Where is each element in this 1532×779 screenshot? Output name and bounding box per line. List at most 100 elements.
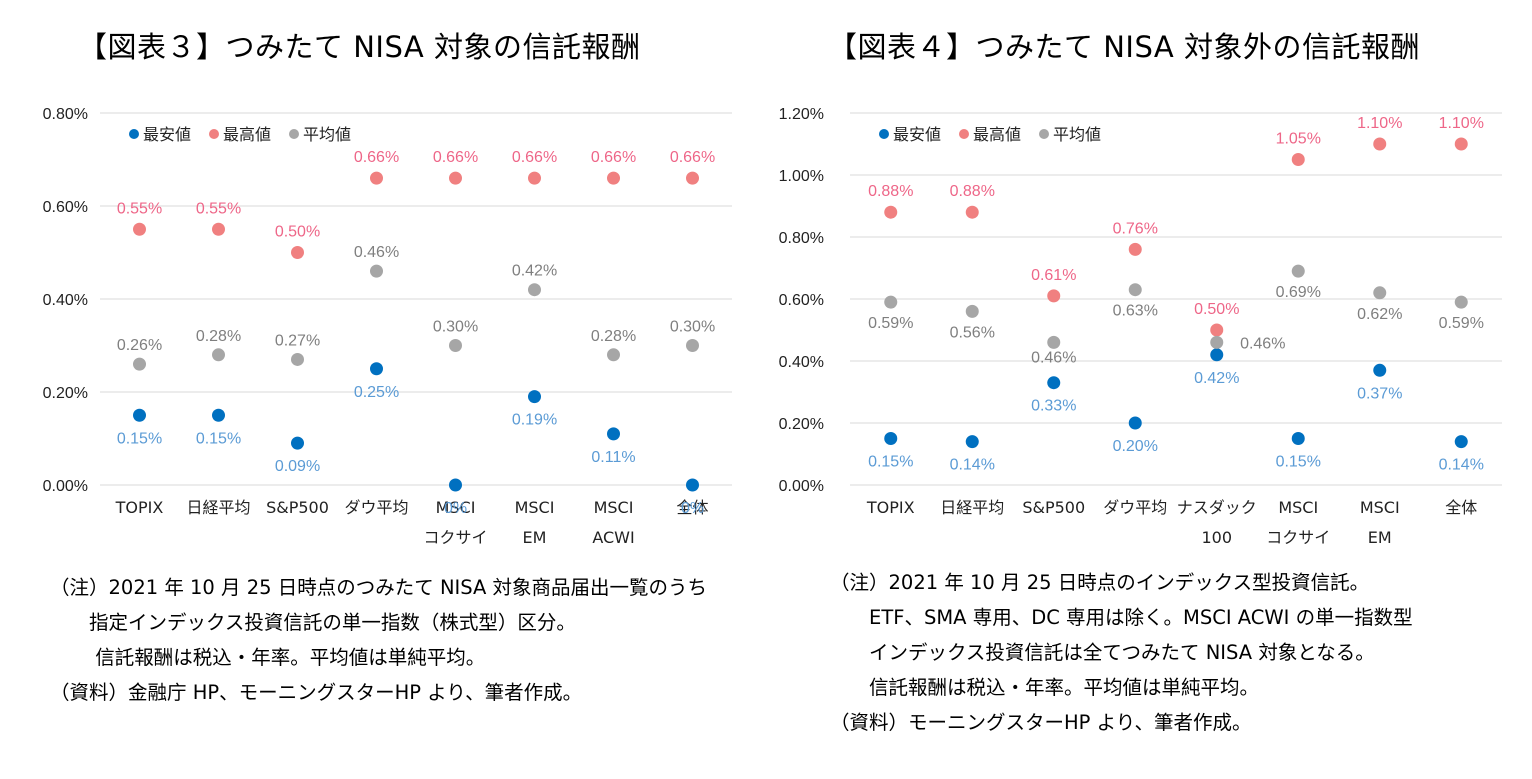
x-tick-label: ダウ平均 — [1103, 498, 1167, 517]
data-label: 1.10% — [1439, 115, 1484, 132]
data-point — [1047, 335, 1061, 349]
x-tick-label: 100 — [1201, 528, 1232, 547]
legend-label: 最高値 — [223, 125, 271, 144]
y-tick-label: 0.40% — [779, 354, 824, 371]
data-label: 0.55% — [117, 200, 162, 217]
data-point — [607, 427, 620, 441]
data-label: 0.69% — [1276, 284, 1321, 301]
data-label: 0.30% — [433, 319, 478, 336]
data-point — [370, 362, 383, 376]
data-point — [1210, 348, 1224, 362]
data-point — [884, 205, 898, 219]
data-point — [965, 205, 979, 219]
data-point — [291, 246, 304, 259]
data-point — [449, 478, 462, 492]
data-point — [370, 171, 383, 185]
data-label: 0.28% — [591, 328, 636, 345]
data-point — [884, 295, 898, 309]
data-label: 0.33% — [1031, 398, 1076, 415]
data-point — [965, 304, 979, 318]
data-label: 0.37% — [1357, 385, 1402, 402]
note-line: ETF、SMA 専用、DC 専用は除く。MSCI ACWI の単一指数型 — [830, 606, 1413, 629]
y-tick-label: 0.00% — [43, 478, 88, 495]
data-point — [449, 171, 462, 185]
data-label: 0.66% — [591, 149, 636, 166]
data-label: 0.66% — [354, 149, 399, 166]
legend-marker — [959, 129, 969, 139]
x-tick-label: 全体 — [1445, 498, 1477, 517]
data-label: 0.59% — [868, 315, 913, 332]
data-point — [212, 408, 225, 422]
data-label: 0.42% — [1194, 370, 1239, 387]
notes-left: （注）2021 年 10 月 25 日時点のつみたて NISA 対象商品届出一覧… — [50, 570, 707, 710]
data-label: 0.59% — [1439, 315, 1484, 332]
x-tick-label: 日経平均 — [940, 498, 1004, 517]
x-tick-label: S&P500 — [266, 498, 329, 517]
scatter-chart-right: 0.00% 0.20% 0.40% 0.60% 0.80% 1.00% 1.20% TOPIX… — [779, 106, 1502, 547]
x-tick-label: ダウ平均 — [344, 498, 408, 517]
legend-label: 最安値 — [893, 125, 941, 144]
x-tick-label: コクサイ — [1266, 528, 1330, 547]
data-point — [965, 435, 979, 449]
y-tick-label: 0.40% — [43, 292, 88, 309]
data-label: 0.56% — [950, 324, 995, 341]
note-line: 信託報酬は税込・年率。平均値は単純平均。 — [830, 676, 1260, 699]
x-tick-label: ACWI — [592, 528, 634, 547]
scatter-chart-left: 0.00% 0.20% 0.40% 0.60% 0.80% TOPIX 日経平均 S&P500… — [43, 106, 732, 547]
data-point — [291, 352, 304, 366]
data-label: 0.66% — [433, 149, 478, 166]
data-point — [1373, 137, 1387, 151]
x-tick-label: MSCI — [594, 498, 634, 517]
data-point — [1373, 363, 1387, 377]
note-line: （資料）金融庁 HP、モーニングスターHP より、筆者作成。 — [50, 681, 583, 704]
data-point — [1373, 286, 1387, 300]
data-point — [607, 171, 620, 185]
data-label: 0.42% — [512, 263, 557, 280]
data-label: 0.46% — [1240, 335, 1285, 352]
data-point — [370, 264, 383, 278]
note-line: （注）2021 年 10 月 25 日時点のインデックス型投資信託。 — [830, 571, 1370, 594]
x-tick-label: 日経平均 — [186, 498, 250, 517]
data-label: 0.09% — [275, 458, 320, 475]
y-tick-label: 0.80% — [43, 106, 88, 123]
data-label: 0.88% — [868, 183, 913, 200]
data-label: 1.05% — [1276, 131, 1321, 148]
data-point — [133, 408, 146, 422]
x-tick-label: MSCI — [1360, 498, 1400, 517]
data-label: 0.66% — [512, 149, 557, 166]
legend-label: 平均値 — [1053, 125, 1101, 144]
x-tick-label: ナスダック — [1177, 498, 1257, 517]
data-point — [1128, 242, 1142, 256]
data-point — [1047, 376, 1061, 390]
data-label: 0.66% — [670, 149, 715, 166]
data-point — [686, 478, 699, 492]
y-tick-label: 1.20% — [779, 106, 824, 123]
data-label: 0.50% — [1194, 301, 1239, 318]
data-point — [607, 348, 620, 362]
legend-marker — [129, 129, 139, 139]
legend-marker — [879, 129, 889, 139]
legend-marker — [289, 129, 299, 139]
data-point — [212, 348, 225, 362]
legend-marker — [1039, 129, 1049, 139]
data-point — [1128, 416, 1142, 430]
data-point — [212, 222, 225, 236]
legend-marker — [209, 129, 219, 139]
data-point — [1291, 153, 1305, 166]
data-label: 0.15% — [117, 430, 162, 447]
x-tick-label: コクサイ — [423, 528, 487, 547]
chart-panel-right: 【図表４】つみたて NISA 対象外の信託報酬 0.00% 0.20% 0.40% 0… — [766, 0, 1532, 779]
data-point — [133, 222, 146, 236]
data-label: 0.46% — [1031, 349, 1076, 366]
y-tick-label: 0.20% — [43, 385, 88, 402]
data-point — [1047, 289, 1061, 303]
y-tick-label: 1.00% — [779, 168, 824, 185]
data-label: 1.10% — [1357, 115, 1402, 132]
data-point — [291, 436, 304, 450]
y-tick-label: 0.20% — [779, 416, 824, 433]
note-line: 指定インデックス投資信託の単一指数（株式型）区分。 — [50, 611, 576, 634]
note-line: インデックス投資信託は全てつみたて NISA 対象となる。 — [830, 641, 1375, 664]
data-point — [1291, 432, 1305, 445]
data-point — [1128, 283, 1142, 297]
data-label: 0.20% — [1113, 438, 1158, 455]
